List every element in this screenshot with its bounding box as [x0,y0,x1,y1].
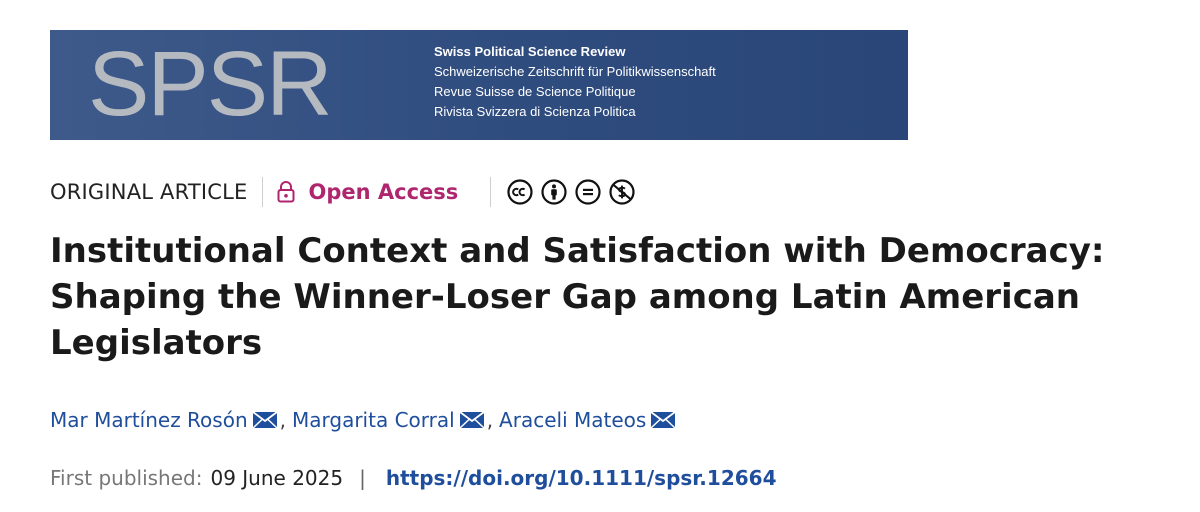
license-icons[interactable] [507,179,643,205]
journal-banner[interactable]: SPSR Swiss Political Science Review Schw… [50,30,908,140]
author-name: Margarita Corral [292,408,455,432]
open-access-badge[interactable]: Open Access [277,180,459,204]
journal-logo: SPSR [88,33,333,135]
envelope-icon[interactable] [650,411,676,429]
author-link[interactable]: Araceli Mateos [499,408,676,432]
journal-name-english: Swiss Political Science Review [434,44,626,59]
by-icon [541,179,567,205]
lock-open-icon [277,181,295,203]
first-published-label: First published: [50,466,203,490]
doi-link[interactable]: https://doi.org/10.1111/spsr.12664 [385,466,777,490]
publication-date: 09 June 2025 [210,466,344,490]
author-name: Araceli Mateos [499,408,647,432]
author-link[interactable]: Margarita Corral [292,408,485,432]
author-list: Mar Martínez Rosón , Margarita Corral , … [50,408,676,432]
divider [261,177,263,207]
envelope-icon[interactable] [459,411,485,429]
divider: | [359,466,366,490]
article-title: Institutional Context and Satisfaction w… [50,231,1105,363]
author-separator: , [279,408,286,432]
open-access-label: Open Access [308,180,459,204]
article-type: ORIGINAL ARTICLE [50,180,248,204]
nd-icon [575,179,601,205]
author-separator: , [486,408,494,432]
author-name: Mar Martínez Rosón [50,408,248,432]
nc-icon [609,179,635,205]
journal-name-italian: Rivista Svizzera di Scienza Politica [434,104,636,119]
journal-names: Swiss Political Science Review Schweizer… [434,42,716,122]
journal-name-german: Schweizerische Zeitschrift für Politikwi… [434,64,716,79]
journal-name-french: Revue Suisse de Science Politique [434,84,636,99]
publication-info: First published: 09 June 2025 | https://… [50,466,776,490]
author-link[interactable]: Mar Martínez Rosón [50,408,278,432]
divider [490,177,492,207]
article-meta-row: ORIGINAL ARTICLE Open Access [50,174,643,210]
envelope-icon[interactable] [252,411,278,429]
cc-icon [507,179,533,205]
